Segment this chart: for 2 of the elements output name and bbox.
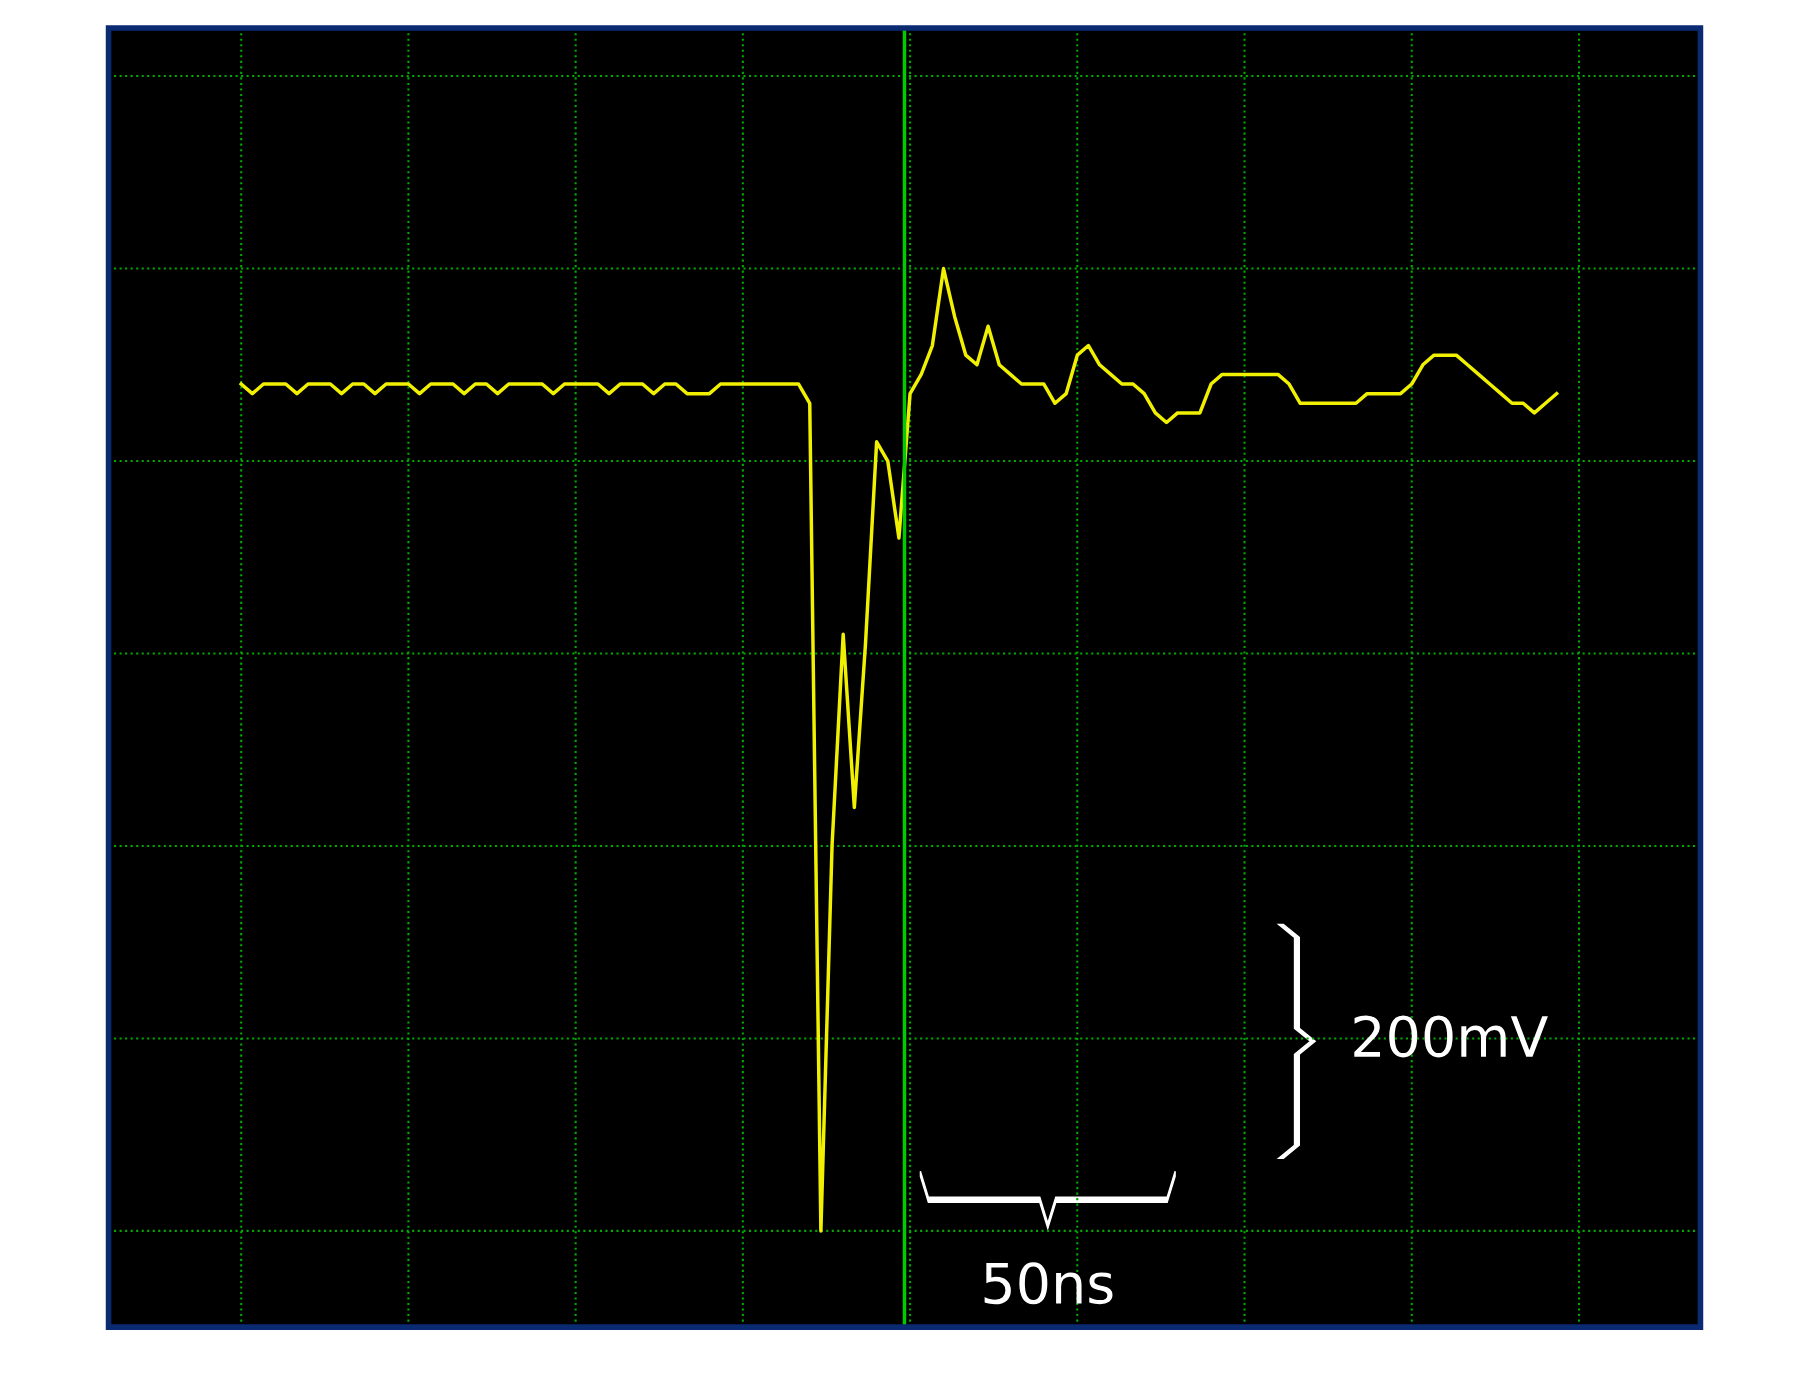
text: 50ns <box>984 1262 1113 1305</box>
annotation: 200mV <box>1354 1015 1548 1058</box>
